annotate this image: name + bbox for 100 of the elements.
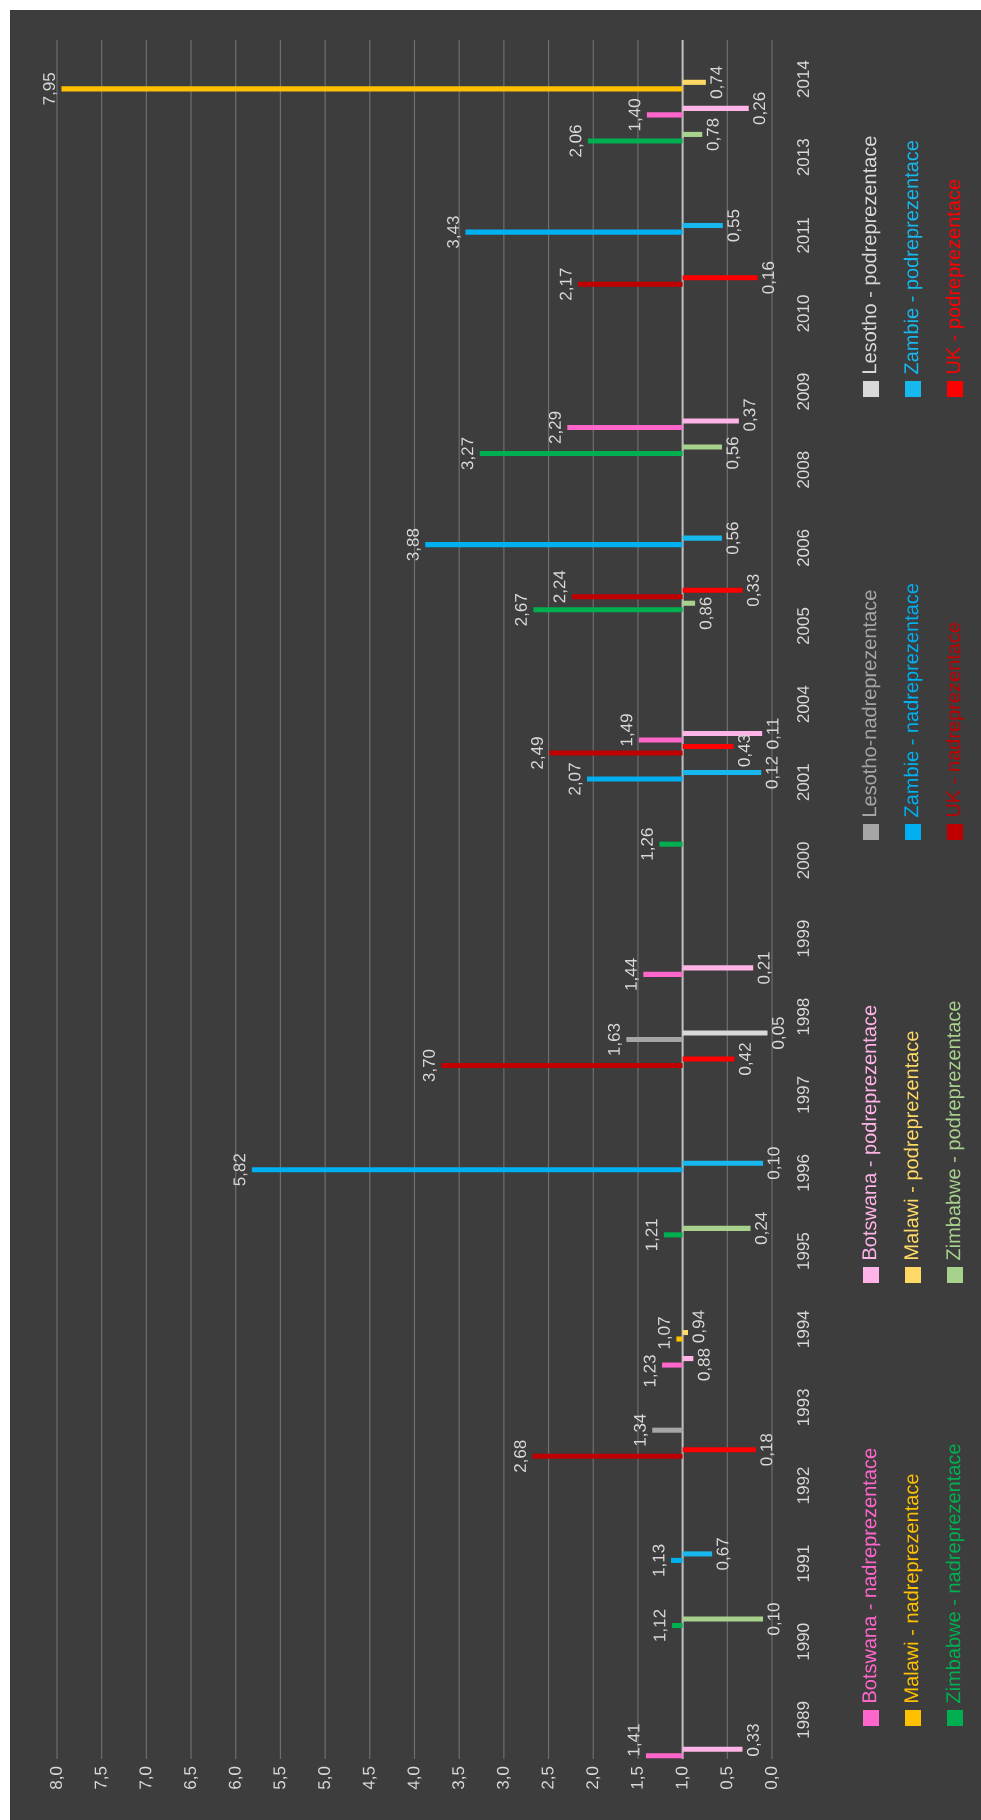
text: Zambie - nadreprezentace (903, 583, 923, 817)
bar (662, 1362, 683, 1368)
data-label: 2,06 (569, 125, 584, 157)
data-label: 2,68 (514, 1440, 529, 1472)
data-label: 2,07 (568, 763, 583, 795)
data-label: 7,95 (43, 73, 58, 105)
data-label: 3,27 (461, 437, 476, 470)
data-label: 5,82 (233, 1154, 248, 1186)
bar (586, 776, 683, 782)
bar (479, 450, 683, 457)
bar (682, 275, 758, 281)
x-tick-label: 0,0 (764, 1766, 779, 1790)
bar (682, 770, 762, 776)
data-label: 2,24 (553, 570, 568, 603)
data-label: 0,94 (692, 1310, 707, 1343)
bar (682, 1056, 735, 1062)
x-tick-label: 3,0 (496, 1766, 511, 1790)
text: Malawi - nadreprezentace (903, 1474, 923, 1702)
data-label: 0,37 (743, 399, 758, 431)
bar (676, 1336, 683, 1342)
bar (682, 1616, 764, 1622)
text: Botswana - nadreprezentace (861, 1448, 881, 1702)
y-tick-label: 1992 (797, 1467, 810, 1504)
bar (682, 965, 754, 971)
y-tick-label: 1995 (797, 1232, 810, 1269)
bar (626, 1036, 683, 1043)
y-tick-label: 1997 (797, 1076, 810, 1113)
y-tick-label: 2013 (797, 139, 810, 176)
bar (532, 1453, 683, 1459)
data-label: 0,21 (757, 952, 772, 984)
x-tick-label: 5,0 (318, 1766, 333, 1790)
y-tick-label: 2000 (797, 842, 810, 879)
data-label: 0,12 (765, 756, 780, 789)
data-label: 1,26 (640, 828, 655, 860)
bar (567, 424, 683, 430)
y-tick-label: 2010 (797, 295, 810, 332)
data-label: 1,07 (657, 1317, 672, 1349)
bar (682, 79, 706, 85)
x-tick-label: 3,5 (452, 1766, 467, 1790)
bar (682, 1746, 743, 1752)
text: Lesotho-nadreprezentace (861, 590, 881, 816)
bar (682, 1030, 768, 1036)
data-label: 0,16 (762, 261, 777, 294)
data-label: 1,63 (607, 1023, 622, 1055)
bar (682, 1160, 764, 1166)
x-tick-label: 0,5 (720, 1766, 735, 1790)
bar (682, 1225, 751, 1231)
x-tick-label: 7,0 (139, 1766, 154, 1789)
bar (441, 1063, 683, 1069)
data-label: 0,10 (767, 1147, 782, 1180)
data-label: 1,34 (633, 1414, 648, 1446)
text: UK - podreprezentace (945, 179, 965, 374)
y-tick-label: 2001 (797, 764, 810, 801)
data-label: 3,88 (406, 528, 421, 561)
data-label: 0,67 (716, 1538, 731, 1570)
data-label: 0,18 (760, 1433, 775, 1466)
data-label: 2,49 (531, 737, 546, 769)
text: Zambie - podreprezentace (903, 140, 923, 374)
data-label: 0,88 (697, 1348, 712, 1381)
data-label: 3,70 (422, 1049, 437, 1082)
text: Zimbabwe - nadreprezentace (945, 1444, 965, 1703)
bar (682, 535, 722, 541)
data-label: 0,74 (710, 66, 725, 99)
data-label: 3,43 (447, 216, 462, 248)
bar (682, 1329, 688, 1336)
text: Zimbabwe - podreprezentace (945, 1001, 965, 1260)
text: Lesotho - podreprezentace (861, 136, 881, 373)
x-tick-label: 2,5 (541, 1766, 556, 1789)
data-label: 0,42 (738, 1043, 753, 1075)
data-label: 1,12 (653, 1609, 668, 1641)
data-label: 0,56 (726, 522, 741, 555)
bar (578, 281, 683, 287)
y-tick-label: 1994 (797, 1310, 810, 1347)
bar (682, 587, 743, 593)
y-tick-label: 2008 (797, 451, 810, 488)
y-tick-label: 1993 (797, 1389, 810, 1426)
x-tick-label: 5,5 (273, 1766, 288, 1790)
x-tick-label: 1,0 (675, 1766, 690, 1789)
x-tick-label: 8,0 (49, 1766, 64, 1789)
data-label: 1,21 (645, 1219, 660, 1251)
data-label: 0,55 (727, 209, 742, 242)
y-tick-label: 1990 (797, 1623, 810, 1660)
y-tick-label: 2009 (797, 373, 810, 410)
text: UK - nadreprezentace (945, 622, 965, 817)
y-tick-label: 2004 (797, 685, 810, 723)
bar (549, 750, 683, 756)
data-label: 0,10 (767, 1603, 782, 1635)
data-label: 2,67 (514, 594, 529, 626)
text: Botswana - podreprezentace (861, 1005, 881, 1259)
bar (645, 1753, 683, 1759)
y-tick-label: 1999 (797, 920, 810, 957)
bar (682, 105, 749, 111)
data-label: 2,29 (548, 411, 563, 444)
bar (671, 1557, 683, 1563)
bar (671, 1623, 683, 1629)
data-label: 0,56 (726, 437, 741, 469)
data-label: 0,11 (766, 718, 781, 749)
y-tick-label: 1989 (797, 1701, 810, 1738)
data-label: 2,17 (559, 268, 574, 300)
bar (682, 131, 703, 137)
